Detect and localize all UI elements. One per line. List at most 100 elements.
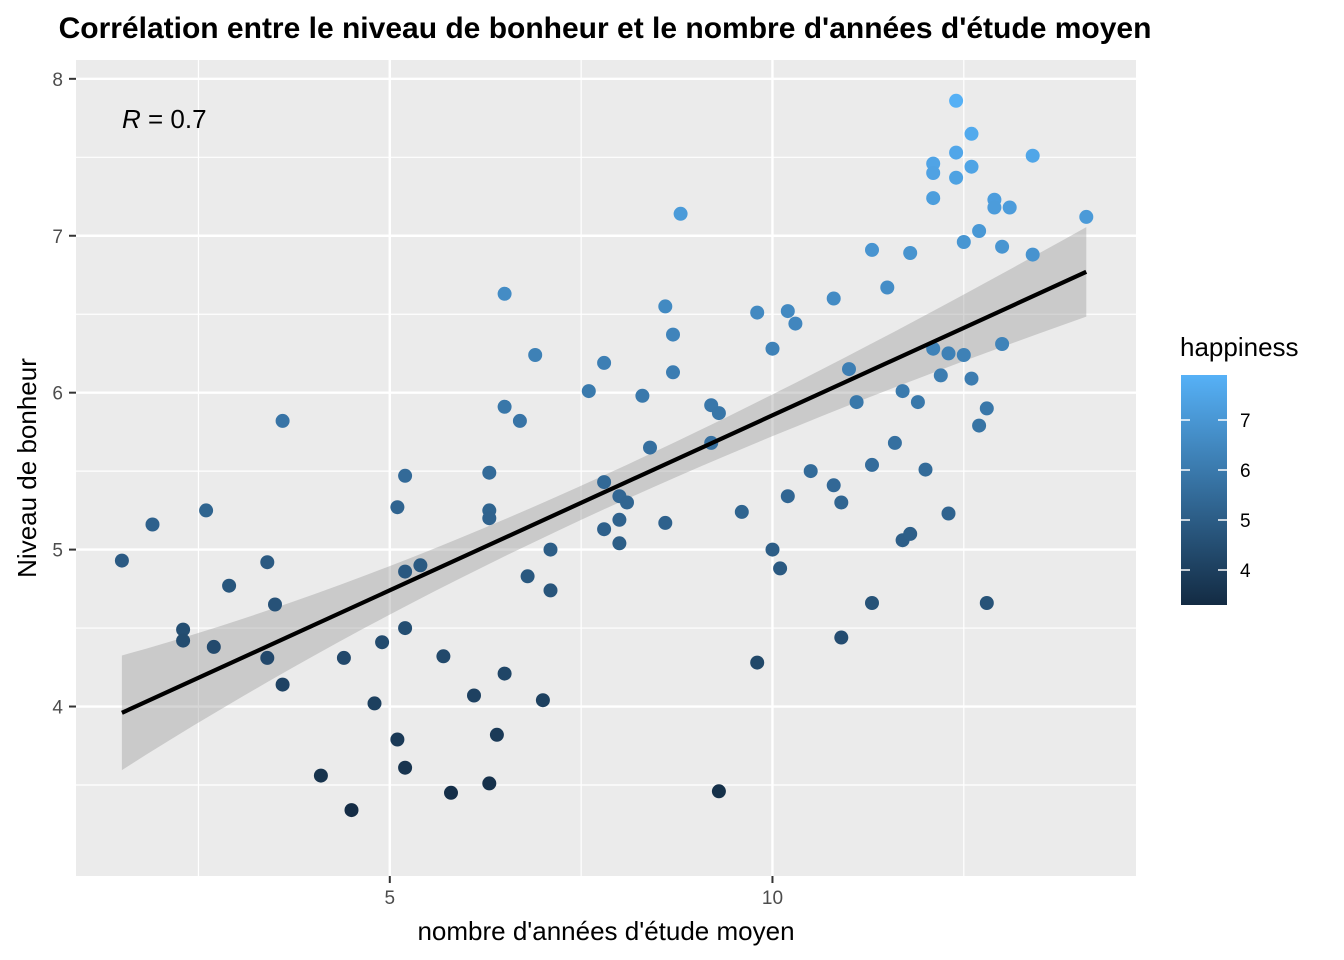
data-point: [612, 536, 627, 551]
data-point: [979, 401, 994, 416]
points-layer: [114, 93, 1094, 818]
data-point: [398, 621, 413, 636]
data-point: [711, 406, 726, 421]
chart-title: Corrélation entre le niveau de bonheur e…: [59, 12, 1152, 45]
data-point: [956, 348, 971, 362]
data-point: [520, 569, 535, 584]
data-point: [995, 337, 1010, 351]
data-point: [581, 384, 596, 399]
grid-major: [76, 60, 1136, 876]
data-point: [398, 564, 413, 579]
data-point: [826, 478, 841, 493]
data-point: [949, 170, 964, 185]
data-point: [826, 291, 841, 306]
legend-tick-label: 5: [1240, 511, 1251, 532]
data-point: [803, 464, 818, 479]
data-point: [765, 542, 780, 557]
legend-tick-label: 7: [1240, 411, 1251, 432]
data-point: [467, 688, 481, 703]
data-point: [482, 465, 497, 480]
data-point: [995, 239, 1010, 254]
data-point: [390, 500, 405, 515]
data-point: [482, 776, 497, 791]
legend-tick-label: 6: [1240, 461, 1251, 482]
data-point: [1025, 148, 1040, 163]
data-point: [765, 341, 780, 356]
data-point: [413, 558, 428, 573]
confidence-band-layer: [121, 227, 1087, 771]
data-point: [964, 371, 979, 386]
data-point: [275, 677, 290, 692]
data-point: [543, 583, 558, 598]
data-point: [336, 650, 351, 665]
data-point: [176, 622, 191, 637]
r-annotation: R = 0.7: [122, 104, 207, 134]
data-point: [489, 727, 504, 742]
y-tick-label: 6: [52, 384, 63, 405]
y-axis-title: Niveau de bonheur: [12, 358, 42, 578]
data-point: [865, 596, 879, 610]
data-point: [666, 327, 680, 342]
legend-tick-label: 4: [1240, 561, 1251, 582]
data-point: [918, 462, 933, 477]
plot-panel: [76, 60, 1136, 876]
data-point: [398, 760, 413, 775]
data-point: [114, 553, 129, 568]
legend-colorbar: [1181, 375, 1227, 605]
data-point: [643, 440, 657, 455]
data-point: [620, 495, 634, 510]
data-point: [375, 635, 390, 650]
data-point: [964, 159, 979, 174]
data-point: [635, 388, 650, 403]
data-point: [482, 511, 497, 526]
data-point: [199, 503, 214, 518]
data-point: [834, 495, 849, 510]
data-point: [780, 304, 795, 319]
data-point: [206, 639, 221, 654]
data-point: [390, 732, 405, 747]
data-point: [887, 435, 902, 450]
data-point: [497, 286, 512, 301]
data-point: [1079, 209, 1094, 224]
data-point: [956, 235, 971, 249]
data-point: [903, 526, 918, 541]
data-point: [673, 206, 688, 221]
data-point: [842, 362, 856, 377]
data-point: [512, 413, 527, 428]
data-point: [849, 395, 864, 410]
y-axis-ticks: 4 5 6 7 8: [52, 70, 76, 719]
data-point: [926, 166, 941, 180]
data-point: [260, 555, 275, 570]
data-point: [597, 355, 612, 370]
data-point: [987, 200, 1002, 215]
y-tick-label: 5: [52, 541, 63, 562]
legend-ticks: 4 5 6 7: [1181, 411, 1251, 582]
legend-title: happiness: [1180, 332, 1299, 362]
data-point: [910, 395, 925, 410]
data-point: [597, 522, 612, 537]
x-axis-ticks: 5 10: [385, 876, 783, 909]
data-point: [535, 693, 550, 708]
data-point: [222, 578, 237, 593]
data-point: [176, 633, 191, 648]
data-point: [903, 246, 918, 260]
data-point: [711, 784, 726, 799]
data-point: [780, 489, 795, 504]
data-point: [750, 655, 765, 670]
x-axis-title: nombre d'années d'étude moyen: [417, 916, 794, 946]
data-point: [398, 468, 413, 483]
r-value: = 0.7: [141, 104, 207, 134]
data-point: [941, 506, 956, 521]
data-point: [972, 224, 987, 238]
data-point: [344, 803, 359, 818]
data-point: [734, 504, 749, 519]
data-point: [1002, 200, 1017, 215]
data-point: [949, 93, 964, 108]
data-point: [436, 649, 451, 664]
data-point: [666, 365, 680, 380]
data-point: [313, 768, 328, 783]
data-point: [268, 597, 282, 612]
confidence-band: [121, 227, 1087, 771]
data-point: [964, 126, 979, 141]
regression-layer: [121, 269, 1088, 715]
